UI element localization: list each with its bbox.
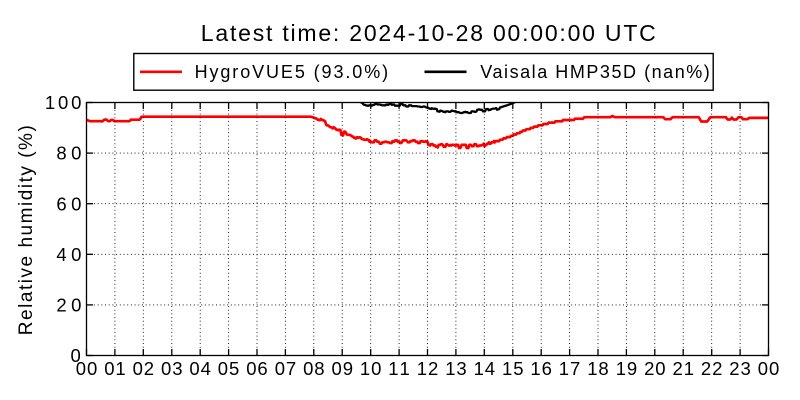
svg-text:23: 23 bbox=[729, 358, 751, 379]
svg-text:Relative humidity (%): Relative humidity (%) bbox=[16, 125, 37, 335]
svg-text:08: 08 bbox=[303, 358, 325, 379]
svg-text:11: 11 bbox=[388, 358, 410, 379]
svg-text:15: 15 bbox=[502, 358, 524, 379]
svg-text:18: 18 bbox=[587, 358, 609, 379]
svg-text:16: 16 bbox=[530, 358, 552, 379]
svg-text:17: 17 bbox=[559, 358, 581, 379]
svg-text:07: 07 bbox=[275, 358, 297, 379]
svg-text:00: 00 bbox=[758, 358, 780, 379]
svg-text:10: 10 bbox=[360, 358, 382, 379]
svg-text:13: 13 bbox=[445, 358, 467, 379]
svg-text:Vaisala HMP35D (nan%): Vaisala HMP35D (nan%) bbox=[480, 62, 710, 82]
svg-text:00: 00 bbox=[76, 358, 98, 379]
svg-text:14: 14 bbox=[474, 358, 496, 379]
svg-text:19: 19 bbox=[616, 358, 638, 379]
svg-text:05: 05 bbox=[218, 358, 240, 379]
svg-text:22: 22 bbox=[701, 358, 723, 379]
svg-text:HygroVUE5 (93.0%): HygroVUE5 (93.0%) bbox=[195, 62, 389, 82]
svg-text:Latest time: 2024-10-28 00:00:: Latest time: 2024-10-28 00:00:00 UTC bbox=[201, 20, 656, 46]
svg-text:21: 21 bbox=[673, 358, 695, 379]
svg-text:01: 01 bbox=[104, 358, 126, 379]
svg-text:02: 02 bbox=[133, 358, 155, 379]
svg-text:12: 12 bbox=[417, 358, 439, 379]
svg-text:0: 0 bbox=[71, 345, 81, 366]
svg-text:100: 100 bbox=[45, 92, 82, 113]
svg-text:03: 03 bbox=[161, 358, 183, 379]
svg-text:06: 06 bbox=[246, 358, 268, 379]
svg-text:09: 09 bbox=[332, 358, 354, 379]
svg-text:04: 04 bbox=[189, 358, 211, 379]
svg-text:20: 20 bbox=[644, 358, 666, 379]
